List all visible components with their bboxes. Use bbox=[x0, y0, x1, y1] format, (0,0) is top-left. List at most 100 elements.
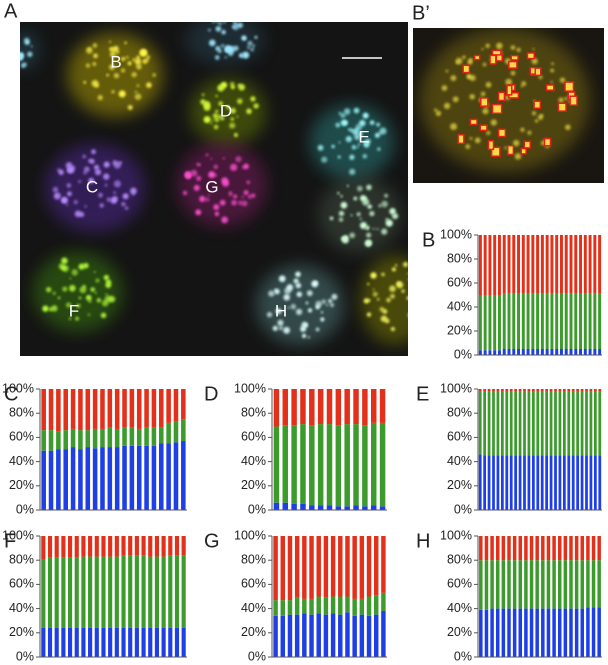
bar-segment bbox=[523, 389, 526, 392]
spot bbox=[340, 113, 346, 119]
bar-segment bbox=[41, 430, 46, 451]
spot bbox=[229, 122, 236, 129]
spot bbox=[228, 192, 233, 197]
y-tick-label: 100% bbox=[2, 528, 34, 542]
bar-segment bbox=[61, 536, 66, 558]
bar-segment bbox=[484, 609, 489, 657]
bar-segment bbox=[585, 455, 588, 510]
spot bbox=[340, 195, 343, 198]
bar-segment bbox=[588, 349, 592, 355]
spot bbox=[69, 284, 76, 292]
bar-segment bbox=[136, 445, 142, 510]
bar-segment bbox=[571, 389, 575, 392]
bar-segment bbox=[550, 349, 554, 355]
spot bbox=[331, 293, 338, 300]
roi bbox=[497, 128, 507, 138]
bar-segment bbox=[107, 427, 113, 448]
bar-segment bbox=[483, 295, 487, 351]
bar-segment bbox=[161, 627, 166, 657]
bar-segment bbox=[151, 427, 157, 446]
spot bbox=[343, 108, 351, 115]
spot bbox=[379, 127, 387, 135]
spot bbox=[247, 194, 252, 199]
spot bbox=[538, 75, 543, 80]
spot bbox=[243, 190, 249, 196]
spot bbox=[241, 200, 248, 207]
spot bbox=[412, 279, 419, 286]
spot bbox=[510, 70, 516, 76]
bar-segment bbox=[554, 391, 557, 456]
bar-segment bbox=[507, 536, 511, 561]
bar-segment bbox=[589, 391, 593, 456]
spot bbox=[95, 83, 99, 88]
spot bbox=[66, 183, 72, 188]
bar-segment bbox=[294, 597, 300, 615]
spot bbox=[65, 302, 72, 308]
bar-segment bbox=[555, 235, 559, 294]
bar-segment bbox=[514, 455, 518, 510]
bar-segment bbox=[500, 455, 504, 510]
bar-segment bbox=[129, 445, 135, 510]
chart-label: D bbox=[204, 383, 218, 405]
spot bbox=[296, 291, 303, 298]
spot bbox=[253, 103, 259, 109]
spot bbox=[443, 102, 451, 110]
spot bbox=[215, 26, 222, 32]
bar-segment bbox=[41, 558, 46, 628]
bar-segment bbox=[598, 293, 602, 349]
bar-segment bbox=[326, 505, 333, 510]
bar-segment bbox=[181, 627, 186, 657]
bar-segment bbox=[564, 235, 568, 294]
spot bbox=[211, 119, 214, 122]
bar-segment bbox=[586, 536, 590, 561]
bar-segment bbox=[108, 556, 113, 628]
bar-segment bbox=[359, 614, 365, 657]
bar-segment bbox=[317, 505, 324, 510]
spot bbox=[95, 278, 100, 283]
spot bbox=[115, 55, 118, 58]
bar-segment bbox=[569, 293, 573, 349]
spot bbox=[348, 128, 351, 131]
bar-segment bbox=[517, 293, 521, 349]
bar-segment bbox=[507, 235, 511, 294]
bar-segment bbox=[527, 455, 531, 510]
bar-segment bbox=[557, 560, 562, 609]
roi bbox=[510, 54, 519, 61]
spot bbox=[246, 180, 250, 185]
spot bbox=[441, 85, 448, 91]
spot bbox=[142, 58, 148, 64]
bar-segment bbox=[593, 391, 597, 456]
spot bbox=[287, 306, 290, 309]
bar-segment bbox=[287, 536, 293, 601]
bar-segment bbox=[151, 445, 157, 510]
y-tick-label: 0% bbox=[248, 502, 266, 516]
spot bbox=[384, 318, 390, 324]
bar-segment bbox=[134, 627, 139, 657]
bar-segment bbox=[370, 389, 377, 423]
bar-segment bbox=[502, 235, 506, 294]
bar-segment bbox=[330, 596, 336, 614]
bar-segment bbox=[280, 536, 286, 601]
spot bbox=[338, 210, 345, 217]
spot bbox=[283, 326, 291, 334]
bar-segment bbox=[379, 506, 386, 510]
bar-segment bbox=[574, 235, 578, 294]
spot bbox=[242, 51, 250, 59]
bar-segment bbox=[114, 428, 120, 448]
spot bbox=[366, 184, 372, 191]
spot bbox=[558, 97, 564, 103]
spot bbox=[293, 278, 299, 284]
bar-segment bbox=[517, 235, 521, 294]
bar-segment bbox=[545, 391, 549, 456]
spot bbox=[521, 81, 527, 87]
bar-segment bbox=[541, 608, 545, 657]
bar-segment bbox=[593, 455, 597, 510]
spot bbox=[389, 285, 396, 293]
spot bbox=[366, 225, 370, 230]
chart-label: C bbox=[4, 383, 18, 405]
spot bbox=[82, 284, 86, 289]
spot bbox=[474, 137, 481, 144]
bar-segment bbox=[70, 447, 76, 510]
spot bbox=[367, 282, 370, 286]
bar-segment bbox=[56, 449, 61, 510]
